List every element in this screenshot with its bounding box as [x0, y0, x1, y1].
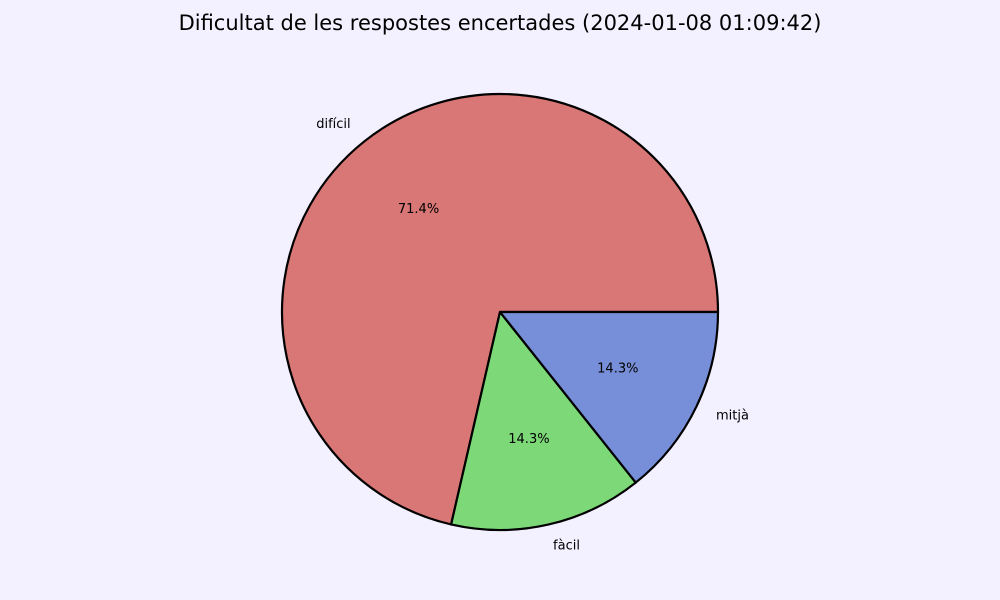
pie-labels: difícil 71.4% fàcil 14.3% mitjà 14.3% — [316, 117, 749, 553]
slice-label-mitja: mitjà — [716, 409, 749, 424]
slice-percent-facil: 14.3% — [508, 432, 549, 447]
pie-slice-facil — [450, 310, 637, 532]
slice-label-dificil: difícil — [316, 117, 350, 132]
slice-label-facil: fàcil — [553, 538, 580, 553]
slice-percent-dificil: 71.4% — [398, 202, 439, 217]
chart-title: Dificultat de les respostes encertades (… — [179, 11, 822, 35]
slice-percent-mitja: 14.3% — [597, 361, 638, 376]
pie-slices — [280, 92, 720, 532]
pie-slice-dificil — [280, 92, 720, 526]
pie-slice-mitja — [498, 310, 720, 484]
